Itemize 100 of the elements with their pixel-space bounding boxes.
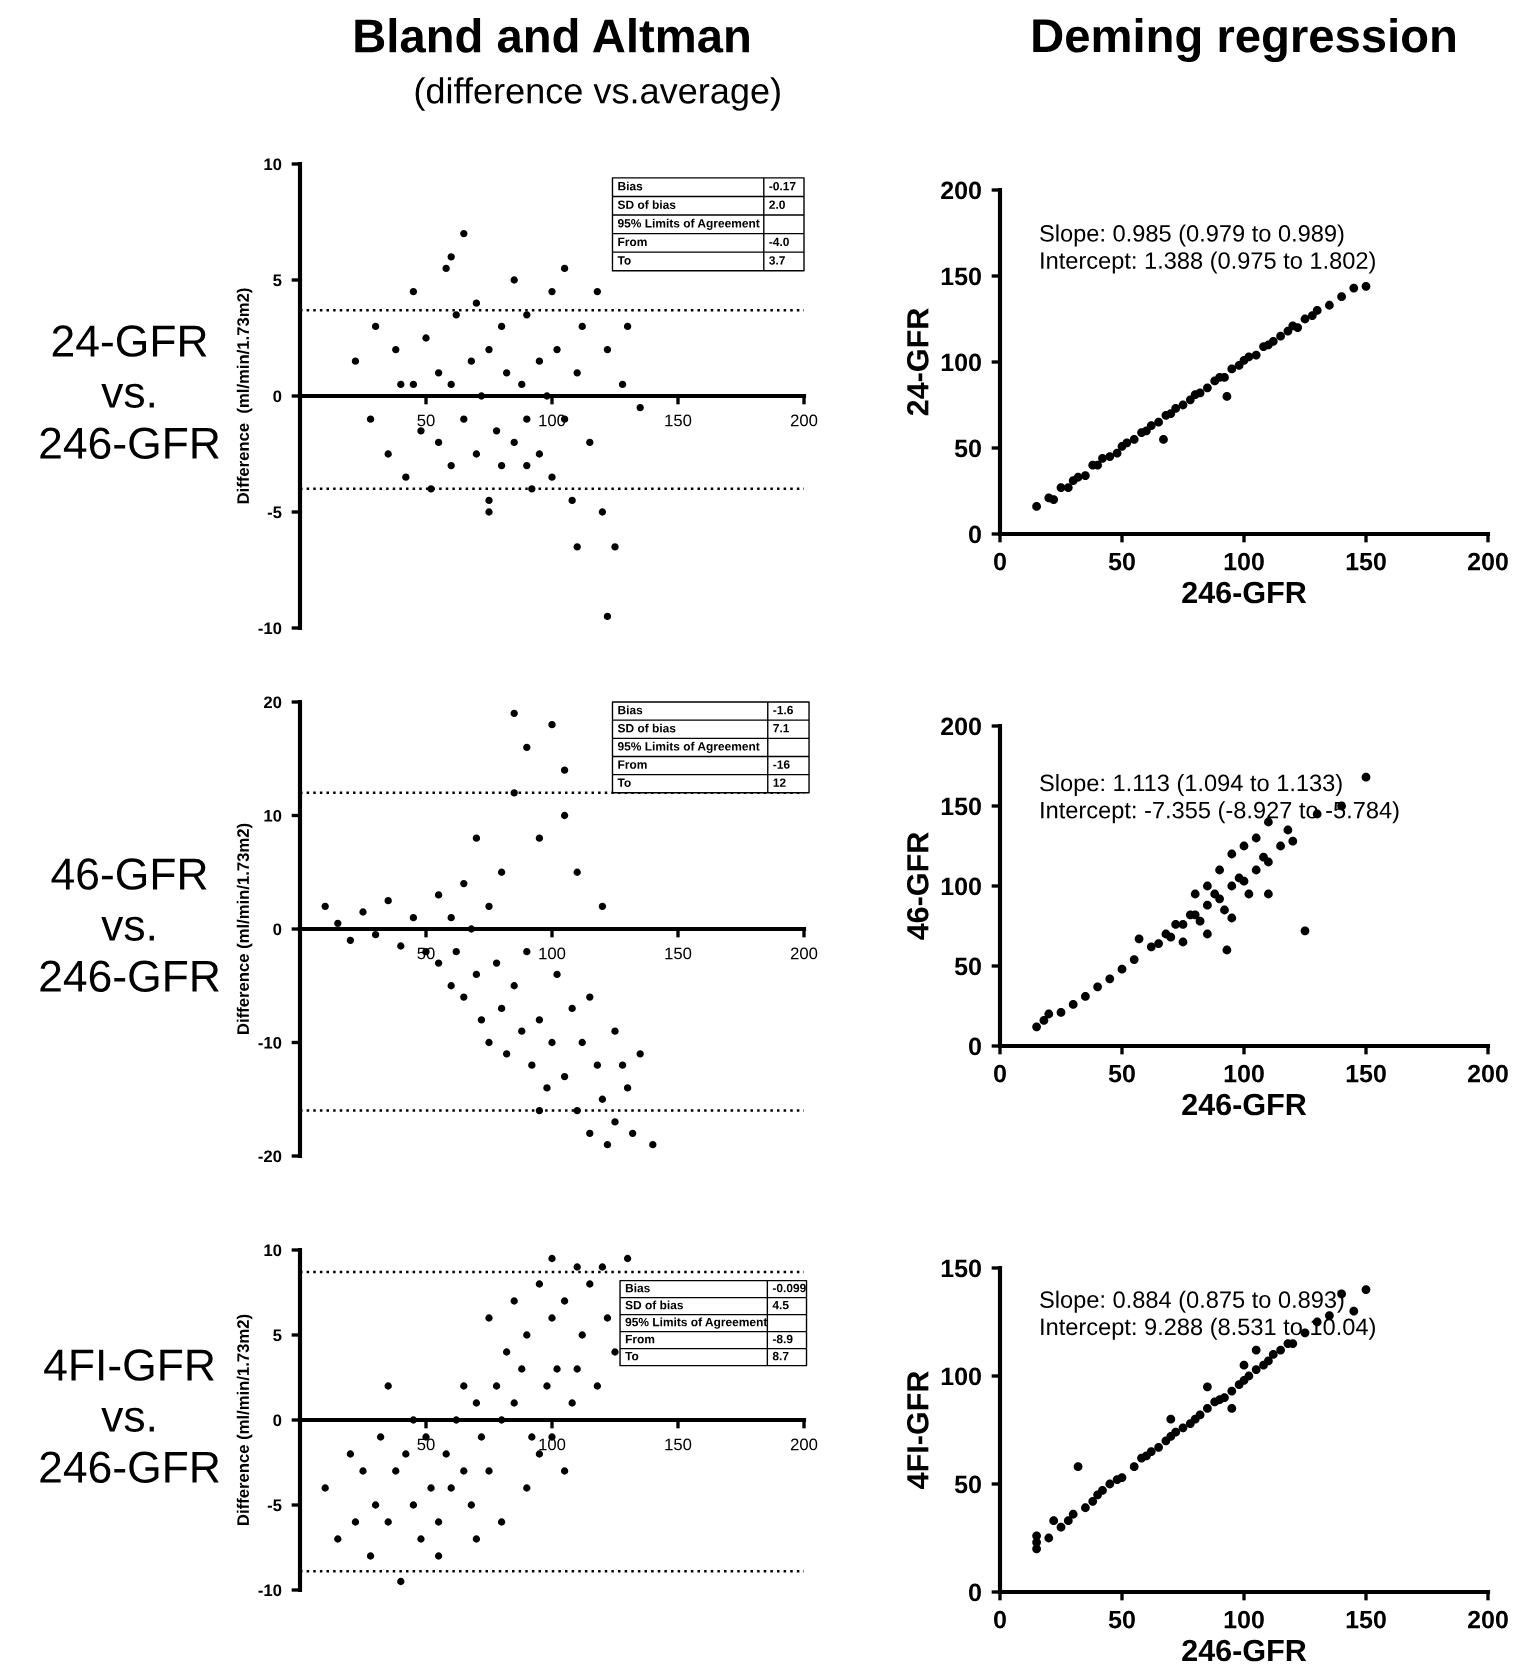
point bbox=[427, 485, 435, 493]
point bbox=[485, 508, 493, 516]
point bbox=[1154, 939, 1163, 948]
point bbox=[528, 1061, 536, 1069]
chart-title: Bland and Altman bbox=[355, 17, 749, 53]
point bbox=[497, 1004, 506, 1013]
y-tick-label: -5 bbox=[267, 1499, 282, 1512]
point bbox=[371, 931, 380, 939]
point bbox=[1300, 314, 1310, 324]
point bbox=[573, 543, 581, 551]
point bbox=[510, 789, 518, 797]
x-tick-label: 50 bbox=[1108, 1064, 1135, 1083]
x-tick-label: 200 bbox=[790, 1438, 818, 1451]
point bbox=[1129, 1462, 1139, 1472]
point bbox=[623, 1084, 632, 1092]
point bbox=[460, 993, 468, 1001]
point bbox=[447, 982, 455, 990]
x-tick-label: 200 bbox=[1468, 552, 1508, 571]
point bbox=[1239, 841, 1249, 851]
point bbox=[409, 287, 418, 296]
point bbox=[1283, 825, 1293, 835]
x-tick-label: 100 bbox=[1224, 1064, 1264, 1083]
point bbox=[568, 496, 576, 505]
point bbox=[1220, 905, 1229, 915]
point bbox=[1098, 1486, 1107, 1495]
point bbox=[1203, 900, 1212, 910]
point bbox=[409, 1501, 418, 1509]
point bbox=[1349, 283, 1359, 293]
point bbox=[1239, 876, 1249, 886]
point bbox=[510, 1297, 518, 1305]
x-tick-label: 150 bbox=[665, 947, 692, 960]
y-tick-label: 150 bbox=[941, 267, 981, 286]
point bbox=[427, 1484, 435, 1492]
y-axis-title: 24-GFR bbox=[907, 308, 929, 416]
point bbox=[384, 450, 392, 458]
point bbox=[586, 1129, 594, 1137]
point bbox=[1195, 916, 1205, 926]
point bbox=[1117, 964, 1127, 974]
y-tick-label: 0 bbox=[969, 1037, 981, 1056]
point bbox=[553, 970, 561, 979]
point bbox=[603, 1140, 612, 1149]
point bbox=[434, 1552, 443, 1560]
y-tick-label: 200 bbox=[941, 181, 981, 200]
point bbox=[578, 322, 586, 331]
point bbox=[1105, 452, 1115, 461]
point bbox=[573, 868, 581, 876]
point bbox=[1215, 894, 1224, 904]
point bbox=[472, 450, 481, 458]
text: 24-GFR vs. 246-GFR bbox=[40, 325, 219, 460]
point bbox=[1203, 1382, 1212, 1392]
point bbox=[1056, 1522, 1066, 1532]
y-axis-title: 46-GFR bbox=[907, 832, 929, 940]
y-tick-label: 0 bbox=[273, 390, 282, 403]
point bbox=[334, 1535, 342, 1543]
point bbox=[1032, 1022, 1041, 1032]
x-tick-label: 0 bbox=[994, 1610, 1006, 1629]
point bbox=[636, 403, 644, 412]
point bbox=[1122, 438, 1132, 448]
point bbox=[492, 427, 501, 435]
y-tick-label: 5 bbox=[273, 274, 282, 287]
point bbox=[371, 322, 380, 331]
point bbox=[402, 1450, 410, 1458]
y-axis-title: Difference (ml/min/1.73m2) bbox=[236, 288, 253, 504]
point bbox=[1222, 392, 1232, 401]
point bbox=[1251, 865, 1261, 875]
y-tick-label: 0 bbox=[969, 1583, 981, 1602]
point bbox=[523, 461, 531, 470]
point bbox=[1081, 471, 1090, 480]
point bbox=[560, 1297, 569, 1305]
point bbox=[485, 496, 493, 505]
point bbox=[434, 959, 443, 967]
point bbox=[535, 834, 544, 842]
chart-subtitle: (difference vs.average) bbox=[415, 77, 780, 111]
point bbox=[1105, 1479, 1115, 1489]
point bbox=[1264, 1356, 1273, 1366]
point bbox=[392, 1467, 400, 1475]
point bbox=[502, 369, 511, 377]
point bbox=[1068, 1000, 1078, 1009]
point bbox=[1190, 889, 1200, 899]
point bbox=[472, 299, 481, 307]
point bbox=[1195, 1410, 1205, 1420]
y-tick-label: 100 bbox=[941, 353, 981, 372]
point bbox=[321, 902, 329, 910]
point bbox=[1146, 421, 1156, 431]
point bbox=[1251, 1365, 1261, 1374]
point bbox=[535, 1280, 544, 1288]
point bbox=[1117, 1473, 1127, 1482]
point bbox=[1203, 929, 1212, 939]
point bbox=[548, 473, 556, 481]
x-tick-label: 150 bbox=[665, 1438, 692, 1451]
point bbox=[1203, 1404, 1212, 1413]
point bbox=[492, 959, 501, 967]
point bbox=[346, 1450, 355, 1458]
annotation: Slope: 0.884 (0.875 to 0.893) bbox=[1040, 1290, 1344, 1313]
point bbox=[1227, 364, 1237, 374]
point bbox=[417, 1535, 425, 1543]
point bbox=[1244, 889, 1254, 899]
point bbox=[397, 1577, 405, 1586]
point bbox=[409, 1416, 418, 1424]
point bbox=[1293, 323, 1303, 332]
